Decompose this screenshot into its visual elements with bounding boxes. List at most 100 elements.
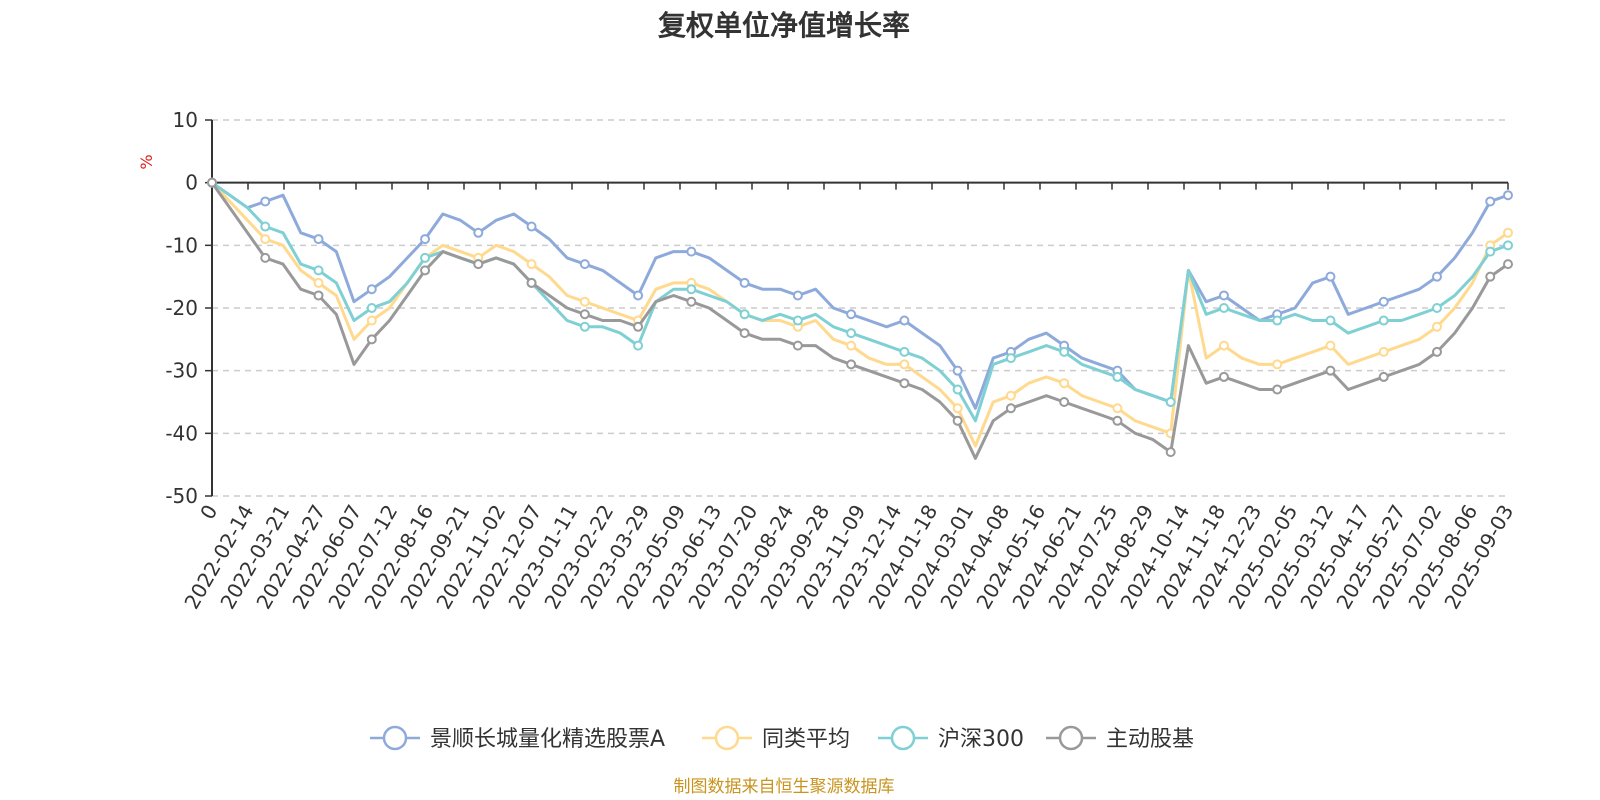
series-2-point-3 [260, 221, 271, 232]
series-0-point-63 [1325, 271, 1336, 282]
series-0-point-18 [526, 221, 537, 232]
series-0-point-72 [1485, 196, 1496, 207]
series-3-point-48 [1059, 397, 1070, 407]
series-3-point-18 [526, 277, 537, 288]
series-3-point-39 [899, 378, 910, 389]
series-3-point-9 [366, 334, 377, 345]
series-2-point-45 [1005, 353, 1016, 364]
series-3-point-60 [1272, 384, 1283, 395]
series-0-point-36 [846, 309, 857, 320]
series-1-point-39 [899, 359, 910, 370]
series-2-point-72 [1485, 246, 1496, 257]
y-tick-label-6: -50 [165, 484, 198, 508]
legend-item-2[interactable]: 沪深300 [938, 727, 1024, 752]
series-2-point-51 [1112, 371, 1123, 382]
series-3-point-42 [952, 415, 963, 426]
legend[interactable]: 景顺长城量化精选股票A 同类平均 沪深300 主动股基 [370, 725, 1194, 752]
series-2-point-27 [686, 284, 697, 295]
series-3-point-0 [207, 177, 217, 188]
series-1-point-73 [1503, 227, 1513, 238]
series-3-point-3 [260, 252, 271, 263]
legend-item-3[interactable]: 主动股基 [1106, 727, 1194, 752]
series-2-point-73 [1503, 240, 1513, 251]
series-3-point-72 [1485, 271, 1496, 282]
series-0-point-57 [1218, 290, 1229, 301]
y-tick-label-4: -30 [165, 359, 198, 383]
series-1-point-63 [1325, 340, 1336, 351]
series-0-point-6 [313, 234, 324, 245]
legend-marker-1 [714, 725, 740, 751]
legend-marker-3 [1058, 725, 1084, 751]
series-3-point-66 [1378, 371, 1389, 382]
series-1-point-3 [260, 234, 271, 245]
chart-title: 复权单位净值增长率 [658, 9, 910, 42]
series-3-point-30 [739, 328, 750, 339]
series-0-point-30 [739, 277, 750, 288]
series-2-point-30 [739, 309, 750, 320]
y-tick-label-0: 10 [173, 108, 198, 132]
series-3-point-73 [1503, 259, 1513, 270]
series-2-point-12 [420, 252, 431, 263]
series-3-point-21 [579, 309, 590, 320]
series-2-point-63 [1325, 315, 1336, 326]
series-1-point-42 [952, 403, 963, 414]
series-line-0 [211, 181, 1509, 410]
series-2-point-36 [846, 328, 857, 339]
legend-item-0[interactable]: 景顺长城量化精选股票A [430, 727, 665, 752]
series-3-point-63 [1325, 365, 1336, 376]
legend-item-1[interactable]: 同类平均 [762, 727, 850, 752]
series-2-point-21 [579, 321, 590, 332]
series-0-point-12 [420, 234, 431, 245]
series-3-point-57 [1218, 371, 1229, 382]
series-2-point-54 [1165, 397, 1176, 407]
series-1-point-48 [1059, 378, 1070, 389]
series-0-point-66 [1378, 296, 1389, 307]
series-3-point-69 [1431, 346, 1442, 357]
series-2-point-57 [1218, 303, 1229, 313]
series-0-point-42 [952, 365, 963, 376]
y-tick-label-5: -40 [165, 421, 198, 445]
x-tick-label-0: 0 [195, 501, 222, 524]
series-0-point-24 [633, 290, 644, 301]
series-1-point-51 [1112, 403, 1123, 414]
series-2-point-69 [1431, 303, 1442, 313]
source-note: 制图数据来自恒生聚源数据库 [674, 777, 895, 797]
series-0-point-9 [366, 284, 377, 295]
legend-marker-2 [890, 725, 916, 751]
series-1-point-66 [1378, 346, 1389, 357]
series-3-point-27 [686, 296, 697, 307]
series-2-point-60 [1272, 315, 1283, 326]
series-2-point-48 [1059, 346, 1070, 357]
series-3-point-36 [846, 359, 857, 370]
series-2-point-42 [952, 384, 963, 395]
series-line-1 [210, 181, 1509, 448]
y-tick-label-1: 0 [185, 171, 198, 195]
y-tick-label-3: -20 [165, 296, 198, 320]
series-0-point-73 [1503, 190, 1513, 201]
series-0-point-39 [899, 315, 910, 326]
series-2-point-6 [313, 265, 324, 276]
series-2-point-66 [1378, 315, 1389, 326]
series-1-point-69 [1431, 321, 1442, 332]
gridlines [212, 119, 1508, 497]
series-0-point-21 [579, 259, 590, 270]
series-3-point-15 [473, 259, 484, 270]
series-0-point-3 [260, 196, 271, 207]
series-2-point-39 [899, 346, 910, 357]
series-1-point-57 [1218, 340, 1229, 351]
y-axis-label: % [137, 154, 156, 169]
series-3-point-12 [420, 265, 431, 276]
y-tick-label-2: -10 [165, 233, 198, 257]
series-1-point-36 [846, 340, 857, 351]
series-line-2 [211, 181, 1509, 423]
x-tick-labels: 02022-02-142022-03-212022-04-272022-06-0… [179, 501, 1518, 614]
series-3-point-24 [633, 321, 644, 332]
series-3-point-6 [313, 290, 324, 301]
series-lines [207, 177, 1513, 460]
series-0-point-15 [473, 227, 484, 238]
series-1-point-45 [1005, 390, 1016, 401]
y-tick-labels: 10 0 -10 -20 -30 -40 -50 [165, 108, 198, 508]
series-1-point-21 [579, 296, 590, 307]
legend-marker-0 [382, 725, 408, 751]
